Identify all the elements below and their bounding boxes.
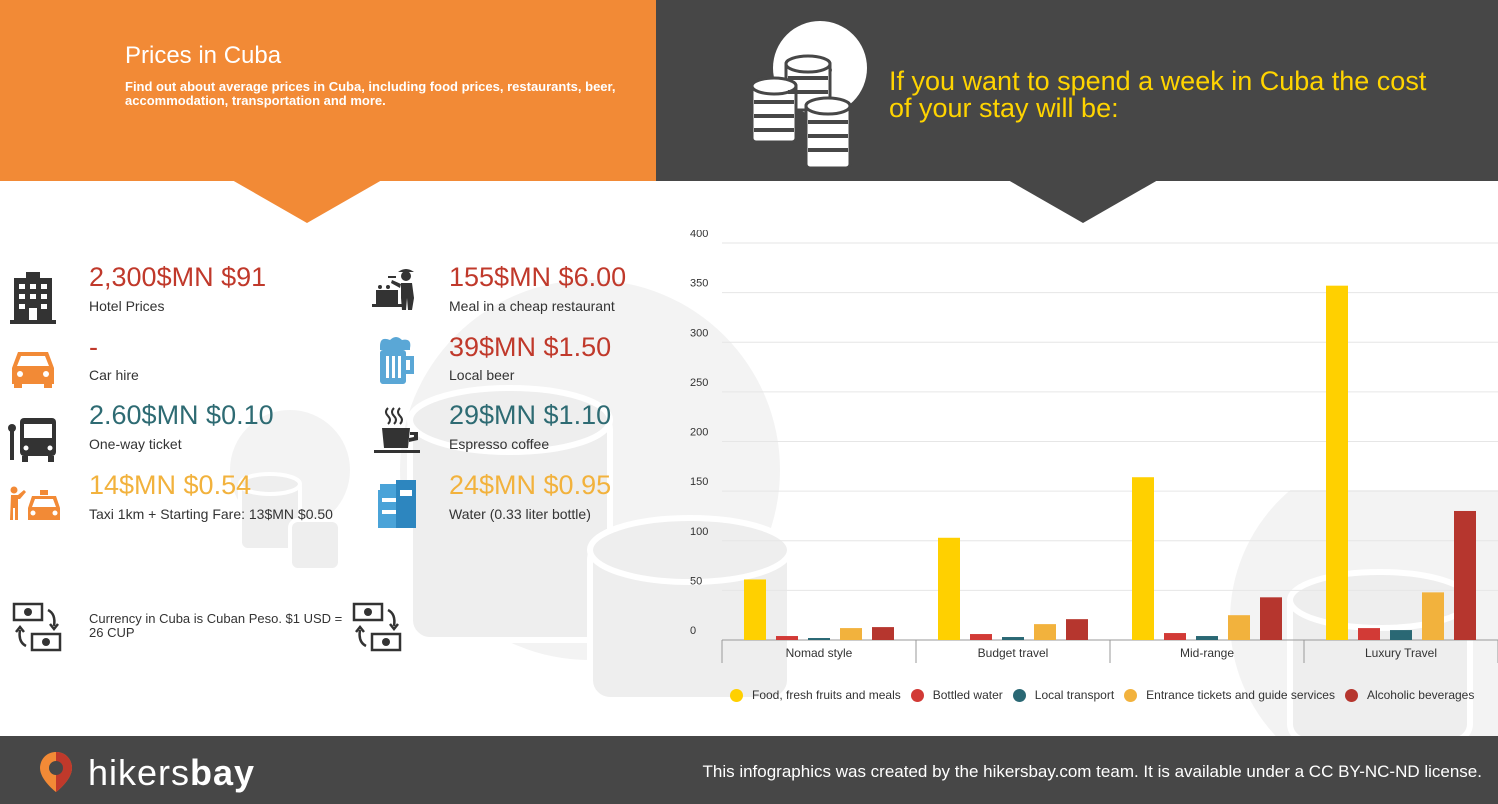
water-icon (378, 480, 416, 528)
legend-label: Entrance tickets and guide services (1146, 688, 1335, 702)
x-category-label: Nomad style (786, 646, 853, 660)
header-left-panel (0, 0, 656, 181)
restaurant-icon (372, 269, 414, 310)
coffee-icon (374, 407, 420, 453)
car-label: Car hire (89, 367, 139, 383)
legend-swatch (910, 688, 924, 702)
currency-exchange-icon-2 (352, 602, 402, 652)
legend-swatch (1344, 688, 1358, 702)
bar (808, 638, 830, 640)
hotel-price: 2,300$MN $91 (89, 262, 267, 292)
bar (1260, 597, 1282, 640)
legend-label: Bottled water (932, 688, 1003, 702)
y-tick-label: 0 (690, 625, 696, 637)
bar (1326, 285, 1348, 640)
y-tick-label: 50 (690, 575, 702, 587)
bar (776, 636, 798, 640)
x-category-label: Mid-range (1180, 646, 1234, 660)
bar (840, 628, 862, 640)
bar (1034, 624, 1056, 640)
bar (872, 627, 894, 640)
legend-label: Local transport (1034, 688, 1115, 702)
bar (1390, 630, 1412, 640)
water-price: 24$MN $0.95 (449, 470, 612, 500)
legend-label: Alcoholic beverages (1366, 688, 1475, 702)
bar (1002, 637, 1024, 640)
coffee-label: Espresso coffee (449, 436, 550, 452)
taxi-price: 14$MN $0.54 (89, 470, 252, 500)
currency-exchange-icon (12, 602, 62, 652)
car-icon (12, 352, 54, 388)
page-title: Prices in Cuba (125, 42, 282, 69)
currency-info: Currency in Cuba is Cuban Peso. $1 USD =… (89, 611, 343, 640)
page-subtitle: Find out about average prices in Cuba, i… (125, 79, 616, 108)
license-text: This infographics was created by the hik… (702, 762, 1482, 781)
brand-part1: hikers (88, 752, 191, 793)
y-tick-label: 150 (690, 476, 708, 488)
y-tick-label: 400 (690, 230, 708, 240)
y-tick-label: 200 (690, 427, 708, 439)
legend-label: Food, fresh fruits and meals (752, 688, 901, 702)
beer-label: Local beer (449, 367, 515, 383)
legend-item: Food, fresh fruits and meals (730, 688, 901, 702)
weekly-cost-bar-chart: 0 50 100 150 200 250 300 350 400 Nomad style Budge… (690, 230, 1498, 663)
brand-part2: bay (190, 752, 256, 793)
hotel-icon (10, 272, 56, 324)
bar (938, 537, 960, 640)
x-category-label: Budget travel (978, 646, 1049, 660)
x-category-label: Luxury Travel (1365, 646, 1437, 660)
bar (1454, 510, 1476, 640)
legend-item: Bottled water (910, 688, 1003, 702)
taxi-icon (10, 486, 60, 520)
brand-logo: hikersbay (88, 752, 255, 794)
legend-swatch (1012, 688, 1026, 702)
legend-swatch (730, 688, 743, 702)
car-price: - (89, 332, 98, 362)
chart-legend: Food, fresh fruits and meals Bottled wate… (730, 688, 1484, 702)
bar (1066, 619, 1088, 640)
legend-item: Entrance tickets and guide services (1124, 688, 1335, 702)
coins-watermark (230, 280, 790, 700)
y-tick-label: 100 (690, 526, 708, 538)
legend-item: Alcoholic beverages (1344, 688, 1475, 702)
footer: hikersbay This infographics was created … (0, 736, 1498, 804)
taxi-label: Taxi 1km + Starting Fare: 13$MN $0.50 (89, 506, 333, 522)
legend-swatch (1124, 688, 1138, 702)
y-tick-label: 250 (690, 377, 708, 389)
water-label: Water (0.33 liter bottle) (449, 506, 591, 522)
header-right-pointer (1008, 180, 1158, 223)
meal-label: Meal in a cheap restaurant (449, 298, 615, 314)
meal-price: 155$MN $6.00 (449, 262, 627, 292)
beer-price: 39$MN $1.50 (449, 332, 612, 362)
ticket-label: One-way ticket (89, 436, 182, 452)
bar (1228, 615, 1250, 640)
bar (1422, 592, 1444, 640)
bar (744, 579, 766, 640)
legend-item: Local transport (1012, 688, 1115, 702)
hotel-label: Hotel Prices (89, 298, 165, 314)
bar (1196, 636, 1218, 640)
y-tick-label: 350 (690, 278, 708, 290)
bar (1358, 628, 1380, 640)
coins-icon (750, 21, 867, 170)
location-pin-icon (40, 752, 72, 792)
ticket-price: 2.60$MN $0.10 (89, 400, 274, 430)
bar (1164, 633, 1186, 640)
bar (970, 634, 992, 640)
cost-headline: If you want to spend a week in Cuba the … (889, 66, 1427, 123)
header-left-pointer (232, 180, 382, 223)
beer-icon (380, 337, 414, 384)
bus-icon (8, 418, 56, 462)
bar (1132, 477, 1154, 640)
coffee-price: 29$MN $1.10 (449, 400, 612, 430)
y-tick-label: 300 (690, 327, 708, 339)
